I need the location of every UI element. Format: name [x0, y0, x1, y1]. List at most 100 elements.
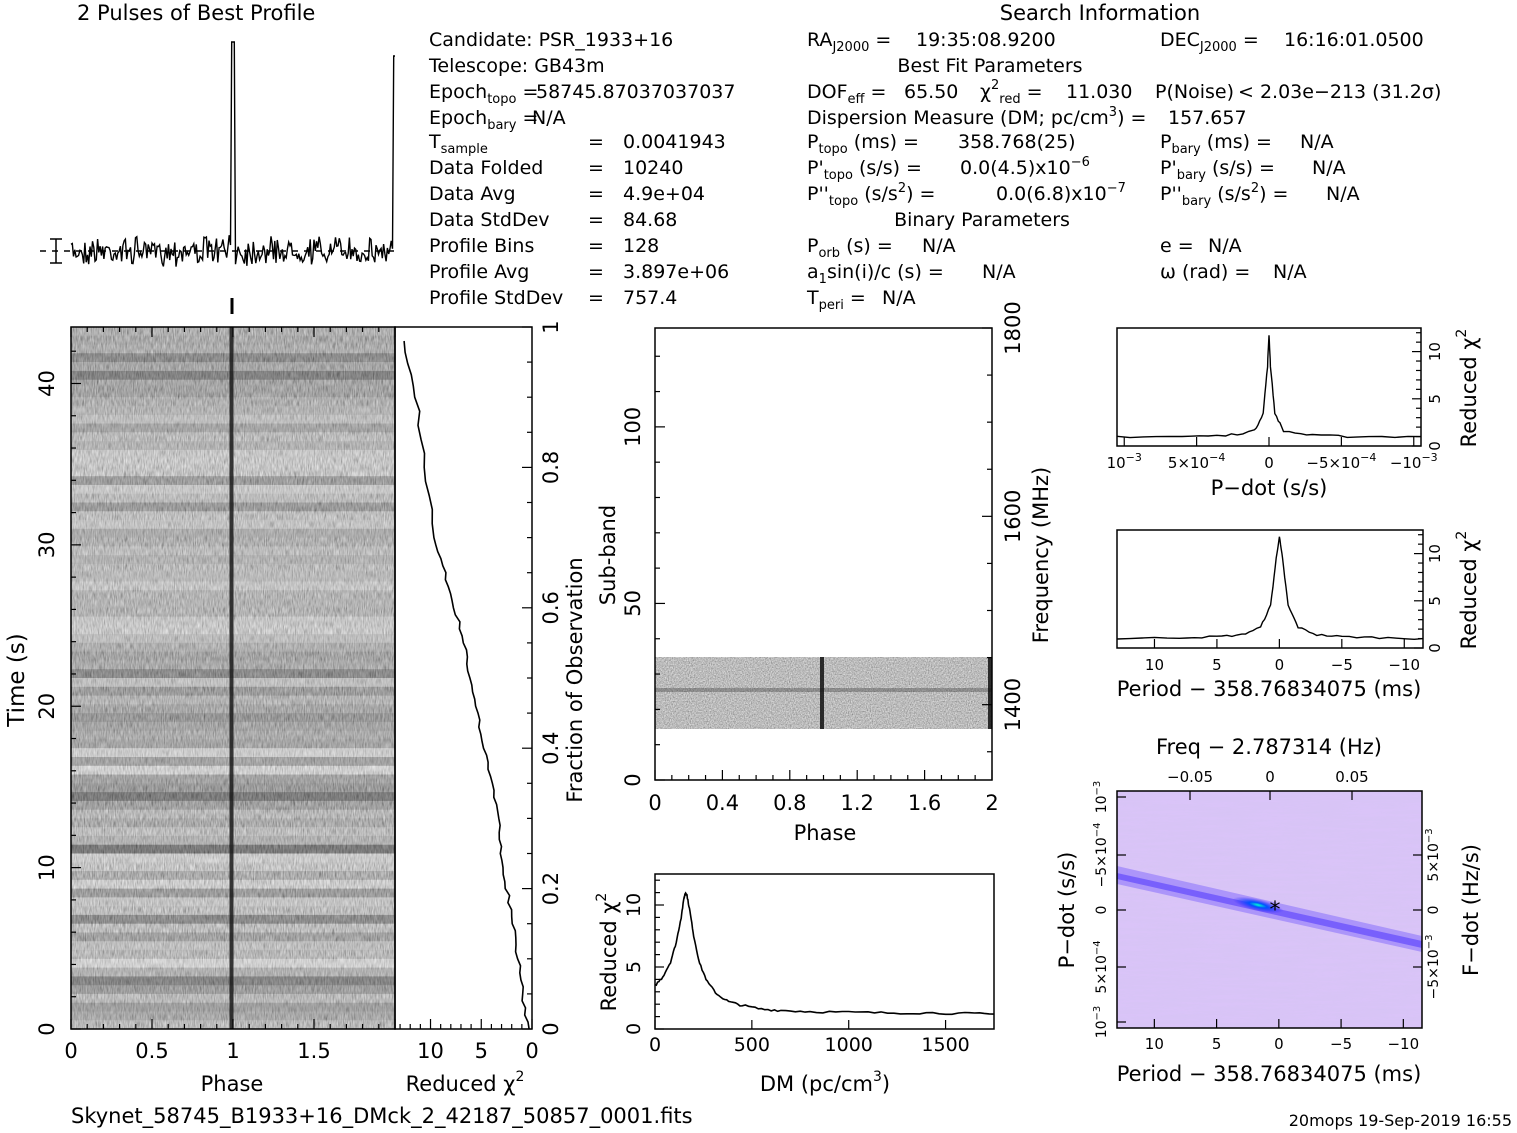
period-xlabel: Period − 358.76834075 (ms) [1117, 677, 1422, 701]
x-tick-label: 1500 [921, 1034, 969, 1056]
x-tick-label: 0 [649, 1034, 661, 1056]
footer-filename: Skynet_58745_B1933+16_DMck_2_42187_50857… [71, 1104, 693, 1129]
t-peri: N/A [882, 287, 916, 309]
x-tick-label: 0 [525, 1039, 538, 1063]
telescope: Telescope: GB43m [428, 55, 605, 77]
top-tick-label: 0.05 [1335, 768, 1368, 786]
period-ylabel: Reduced χ2 [1454, 531, 1481, 650]
frequency-ylabel: Frequency (MHz) [1029, 467, 1053, 643]
pddot-topo-value: 0.0(6.8) [996, 183, 1071, 205]
candidate: Candidate: PSR_1933+16 [429, 29, 673, 51]
dm-trace [654, 891, 995, 1016]
profile-avg: 3.897e+06 [623, 261, 729, 283]
profile-bins: 128 [623, 235, 659, 257]
chi2-time-panel: 10 5 00 0.2 0.4 0.6 0.8 1 Reduced χ2 Fraction o… [394, 320, 587, 1096]
chi2-time-xlabel: Reduced χ2 [406, 1069, 525, 1096]
epoch-topo: 58745.87037037037 [536, 81, 735, 103]
x-tick-label: 0 [1274, 1035, 1284, 1053]
dm-label: Dispersion Measure (DM; pc/cm3) = [807, 105, 1146, 129]
period-panel: 0 5 10 10 5 0 −5 −10 Period − 358.76834075 (ms)… [1116, 529, 1481, 701]
y-tick-right-label: 0 [1426, 906, 1442, 915]
x-tick-label: −10−3 [1390, 451, 1438, 472]
eq-sign: = [588, 235, 604, 257]
x-tick-label: −5 [1331, 656, 1353, 674]
period-frame [1116, 529, 1424, 649]
e: N/A [1208, 235, 1242, 257]
subband-pulse-2 [988, 657, 992, 729]
y-tick-label: −5×10−4 [1092, 823, 1110, 888]
p-noise: < 2.03e−213 (31.2σ) [1238, 81, 1441, 103]
subband-xlabel: Phase [794, 821, 857, 845]
pdot-trace [1116, 335, 1422, 439]
subband-ylabel: Sub-band [596, 505, 620, 605]
y-tick-label: 0 [539, 1022, 563, 1035]
profile-stddev-label: Profile StdDev [429, 287, 563, 309]
y-tick-label: 10 [1426, 342, 1444, 361]
epoch-topo-label: Epochtopo = [429, 81, 538, 107]
profile-title: 2 Pulses of Best Profile [77, 1, 315, 25]
eq-sign: = [588, 261, 604, 283]
ra: 19:35:08.9200 [916, 29, 1056, 51]
epoch-bary: N/A [532, 107, 566, 129]
x-tick-label: 5 [1212, 1035, 1222, 1053]
y-tick-label: 0.6 [539, 591, 563, 624]
chi2-time-ylabel: Fraction of Observation [563, 557, 587, 802]
y-tick-label: 100 [621, 407, 645, 447]
footer-timestamp: 20mops 19-Sep-2019 16:55 [1289, 1111, 1512, 1130]
y-tick-label: 10 [35, 854, 59, 881]
pdot-ticks: 0 5 10 10−3 5×10−4 0 −5×10−4 −10−3 [1107, 332, 1444, 472]
dof-eff: 65.50 [904, 81, 958, 103]
pdot-bary-label: P'bary (s/s) = [1160, 157, 1275, 183]
data-folded-label: Data Folded [429, 157, 543, 179]
top-tick-label: −0.05 [1167, 768, 1213, 786]
t-sample: 0.0041943 [623, 131, 726, 153]
x-tick-label: 0 [64, 1039, 77, 1063]
pdot-topo: 0.0(4.5)x10−6 [960, 155, 1090, 179]
chi2-time-ticks: 10 5 00 0.2 0.4 0.6 0.8 1 [399, 320, 563, 1063]
dm-ticks: 0 5 10 0 500 1000 1500 [623, 879, 970, 1056]
y-tick-label: 10−3 [1092, 1006, 1110, 1039]
y-tick-label: 0 [1094, 906, 1110, 915]
candidate-info: Candidate: PSR_1933+16 Telescope: GB43m … [428, 29, 735, 309]
dec-label: DECJ2000 = [1160, 29, 1259, 55]
ppdot-ylabel: P−dot (s/s) [1055, 852, 1079, 969]
data-stddev: 84.68 [623, 209, 677, 231]
y-tick-label: 0.8 [539, 451, 563, 484]
x-tick-label: 2 [985, 791, 998, 815]
chi2-time-trace [403, 340, 530, 1030]
y-tick-label: 0.4 [539, 731, 563, 764]
y-tick-right-label: 1400 [1001, 678, 1025, 731]
data-stddev-label: Data StdDev [429, 209, 550, 231]
p-noise-label: P(Noise) [1155, 81, 1234, 103]
p-topo-label-text: (ms) = [854, 131, 919, 153]
y-tick-right-label: 5×10−3 [1424, 828, 1442, 881]
x-tick-label: 1.2 [840, 791, 873, 815]
x-tick-label: 0 [1275, 656, 1285, 674]
chi2-label: χ2red = [980, 78, 1043, 107]
y-tick-right-label: 1800 [1001, 301, 1025, 354]
dec: 16:16:01.0500 [1284, 29, 1424, 51]
x-tick-label: 5 [475, 1039, 488, 1063]
y-tick-label: 40 [35, 370, 59, 397]
y-tick-label: 20 [35, 693, 59, 720]
eq-sign: = [588, 287, 604, 309]
data-avg: 4.9e+04 [623, 183, 705, 205]
search-info: RAJ2000 = 19:35:08.9200 DECJ2000 = 16:16… [806, 29, 1441, 313]
x-tick-label: 10 [417, 1039, 444, 1063]
y-tick-label: 50 [621, 590, 645, 617]
pdot-topo-label: P'topo (s/s) = [807, 157, 922, 183]
ppdot-xlabel: Period − 358.76834075 (ms) [1117, 1062, 1422, 1086]
x-tick-label: 500 [734, 1034, 770, 1056]
ppdot-peak [1232, 896, 1284, 914]
y-tick-label: 5×10−4 [1092, 940, 1110, 993]
t-peri-label: Tperi = [806, 287, 866, 313]
e-label: e = [1160, 235, 1194, 257]
data-folded: 10240 [623, 157, 683, 179]
pdot-xlabel: P−dot (s/s) [1211, 476, 1328, 500]
x-tick-label: 5 [1212, 656, 1222, 674]
x-tick-label: −5 [1330, 1035, 1352, 1053]
x-tick-label: −10 [1388, 656, 1420, 674]
period-trace [1116, 536, 1424, 641]
